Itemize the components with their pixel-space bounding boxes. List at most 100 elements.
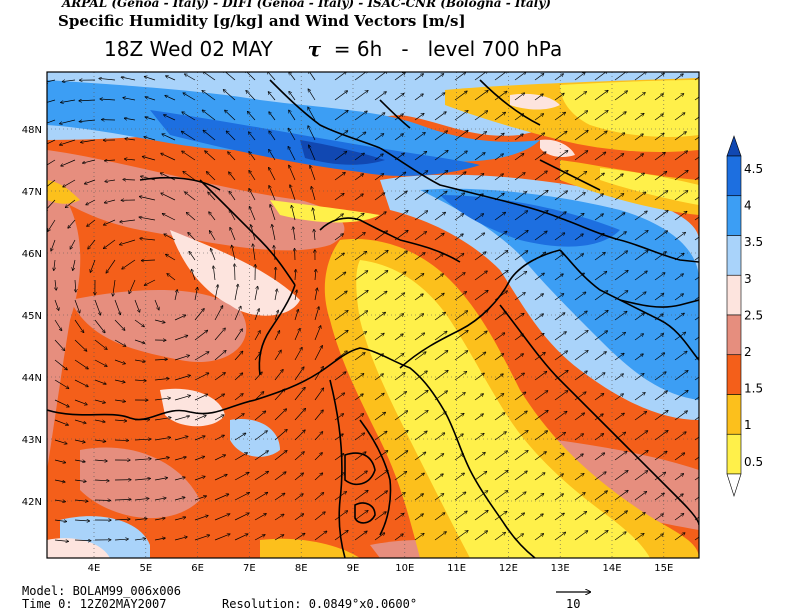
wind-arrow [229,172,236,181]
wind-arrow [674,274,683,281]
wind-arrow [334,91,347,101]
wind-arrow [434,274,443,281]
wind-arrow [654,314,663,321]
wind-arrow [574,413,584,421]
wind-arrow [274,493,285,501]
wind-arrow [654,94,663,101]
wind-arrow [434,412,446,421]
wind-arrow [249,132,256,141]
lon-label: 7E [243,563,256,574]
wind-arrow [334,531,348,541]
latitude-labels: 48N 47N 46N 45N 44N 43N 42N [22,125,42,508]
wind-arrow [554,313,565,321]
wind-arrow [214,373,225,381]
wind-arrow [474,531,487,541]
wind-arrow [223,90,236,101]
wind-arrow [614,394,623,401]
colorbar-box [726,235,742,276]
wind-arrow [414,232,426,241]
wind-arrow [574,434,583,441]
wind-arrow [145,77,156,81]
wind-arrow [634,271,647,281]
colorbar-box [726,394,742,435]
wind-arrow [75,279,76,292]
wind-arrow [634,334,643,341]
wind-arrow [394,272,406,281]
wind-arrow [694,436,699,441]
wind-arrow [134,319,144,327]
lon-label: 14E [602,563,621,574]
wind-arrow [634,231,648,241]
wind-arrow [474,214,483,221]
wind-arrow [161,193,176,201]
wind-arrow [594,173,604,181]
wind-arrow [194,373,209,381]
wind-arrow [207,172,216,181]
wind-arrow [454,311,467,321]
wind-arrow [534,294,543,301]
colorbar-label: 0.5 [744,455,763,469]
wind-arrow [694,356,699,361]
wind-arrow [514,251,528,261]
wind-arrow [494,174,503,181]
wind-arrow [494,432,506,441]
wind-arrow [209,212,216,221]
wind-arrow [125,118,136,120]
wind-arrow [434,494,444,501]
wind-arrow [314,473,322,481]
wind-arrow [394,251,407,261]
wind-arrow [634,451,648,461]
resolution-label: Resolution: 0.0849°x0.0600° [222,597,418,611]
wind-arrow [74,460,85,462]
wind-arrow [594,434,603,441]
wind-arrow [534,273,544,281]
wind-arrow [249,207,256,221]
wind-arrow [414,191,428,201]
wind-arrow [394,334,403,341]
wind-arrow [249,171,256,181]
wind-arrow [574,493,585,501]
wind-arrow [294,367,304,381]
wind-arrow [374,412,385,421]
wind-arrow [154,437,170,441]
wind-arrow [174,416,189,421]
wind-arrow [394,514,404,521]
wind-arrow [154,458,169,461]
wind-arrow [141,176,156,181]
wind-arrow [74,480,86,481]
wind-arrow [494,251,508,261]
wind-arrow [54,419,68,425]
wind-arrow [414,171,428,181]
wind-arrow [314,367,323,381]
wind-arrow [314,288,317,301]
wind-arrow [202,91,216,101]
wind-arrow [574,254,583,261]
wind-arrow [254,392,264,401]
wind-arrow [434,131,447,141]
wind-arrow [214,534,230,541]
wind-arrow [554,474,563,481]
wind-arrow [314,453,322,461]
wind-arrow [334,393,344,401]
wind-arrow [144,137,156,141]
wind-arrow [614,471,628,481]
wind-arrow [254,431,267,441]
wind-arrow [634,134,643,141]
wind-arrow [594,472,606,481]
wind-arrow [374,92,386,101]
wind-arrow [394,293,404,301]
wind-arrow [474,153,485,161]
colorbar-box [726,354,742,395]
wind-arrow [223,72,236,81]
wind-arrow [394,354,404,361]
wind-arrow [334,351,347,361]
lat-label: 48N [22,125,42,136]
wind-arrow [214,285,218,301]
wind-arrow [454,454,463,461]
wind-arrow [294,533,305,541]
wind-arrow [274,389,285,401]
wind-arrow [214,306,223,321]
wind-arrow [134,439,151,440]
wind-arrow [295,270,296,281]
wind-arrow [47,199,56,211]
